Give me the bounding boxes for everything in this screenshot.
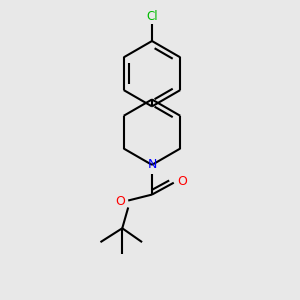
- Text: Cl: Cl: [146, 10, 158, 23]
- Text: O: O: [116, 195, 125, 208]
- Text: O: O: [178, 175, 188, 188]
- Text: N: N: [147, 158, 157, 171]
